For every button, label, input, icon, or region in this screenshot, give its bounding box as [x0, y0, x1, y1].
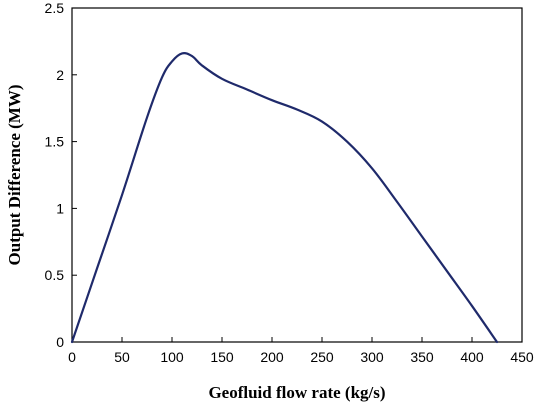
x-tick-label: 0 [68, 349, 76, 365]
y-tick-label: 2.5 [45, 0, 65, 16]
y-tick-label: 1 [56, 200, 64, 216]
y-axis-ticks: 0 0.5 1 1.5 2 2.5 [45, 0, 77, 350]
x-tick-label: 200 [260, 349, 284, 365]
x-tick-label: 150 [210, 349, 234, 365]
x-tick-label: 450 [510, 349, 534, 365]
x-tick-label: 350 [410, 349, 434, 365]
y-tick-label: 1.5 [45, 134, 65, 150]
plot-frame [71, 7, 523, 343]
y-tick-label: 2 [56, 67, 64, 83]
y-tick-label: 0.5 [45, 267, 65, 283]
x-tick-label: 400 [460, 349, 484, 365]
x-axis-ticks: 0 50 100 150 200 250 300 350 400 450 [68, 337, 534, 365]
x-tick-label: 300 [360, 349, 384, 365]
series-line [70, 52, 499, 344]
x-tick-label: 250 [310, 349, 334, 365]
x-tick-label: 100 [160, 349, 184, 365]
x-axis-title: Geofluid flow rate (kg/s) [208, 383, 385, 402]
y-axis-title: Output Difference (MW) [5, 85, 24, 266]
y-tick-label: 0 [56, 334, 64, 350]
x-tick-label: 50 [114, 349, 130, 365]
